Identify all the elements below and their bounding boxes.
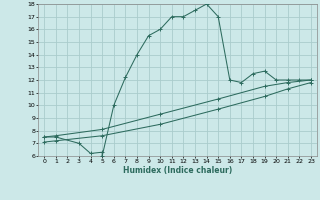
X-axis label: Humidex (Indice chaleur): Humidex (Indice chaleur) bbox=[123, 166, 232, 175]
